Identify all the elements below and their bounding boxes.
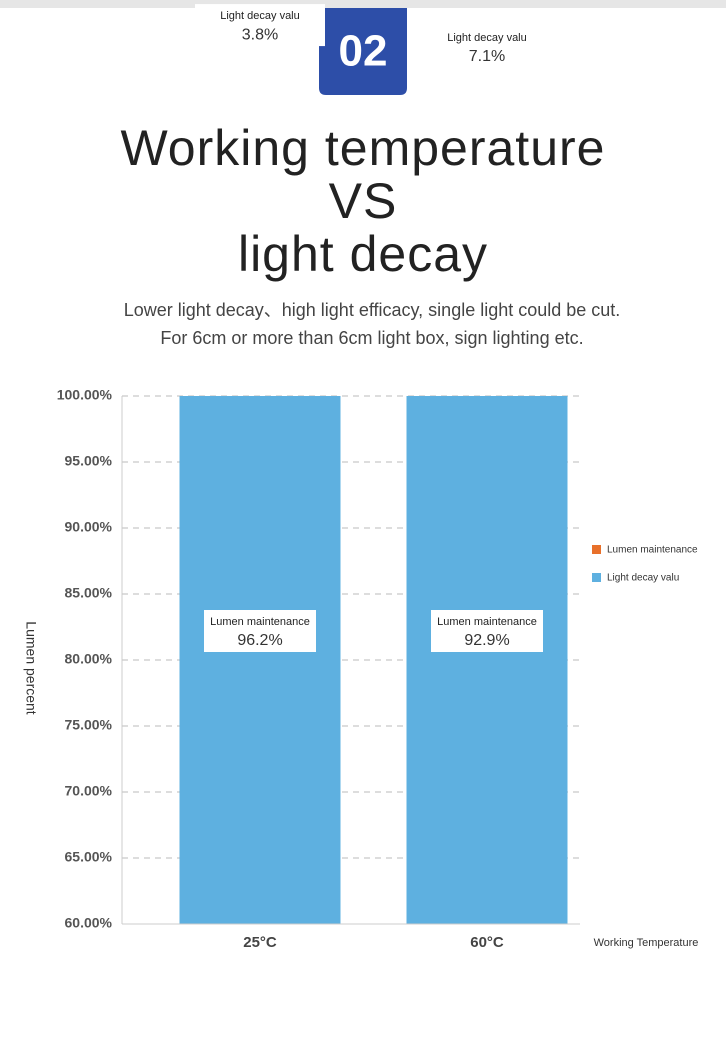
badge-text: 02 — [339, 27, 388, 76]
bar-segment — [406, 396, 568, 924]
title-line: Working temperature — [121, 120, 606, 176]
x-tick-label: 60°C — [470, 934, 504, 951]
value-label-box — [431, 610, 543, 652]
y-tick-label: 100.00% — [57, 387, 113, 403]
badge — [319, 8, 407, 95]
y-tick-label: 95.00% — [65, 453, 113, 469]
value-label-name: Lumen maintenance — [437, 616, 537, 628]
value-label-box — [204, 610, 316, 652]
value-label-name: Light decay valu — [220, 10, 300, 22]
y-tick-label: 60.00% — [65, 915, 113, 931]
value-label-box — [422, 25, 552, 68]
subtitle-line: Lower light decay、high light efficacy, s… — [124, 300, 621, 320]
y-tick-label: 70.00% — [65, 783, 113, 799]
y-tick-label: 85.00% — [65, 585, 113, 601]
y-axis-title: Lumen percent — [23, 621, 39, 715]
x-axis-title: Working Temperature — [594, 937, 699, 949]
top-strip — [0, 0, 726, 8]
title-line: VS — [329, 173, 398, 229]
subtitle-line: For 6cm or more than 6cm light box, sign… — [160, 328, 583, 348]
y-tick-label: 80.00% — [65, 651, 113, 667]
bar-segment — [179, 396, 341, 924]
x-tick-label: 25°C — [243, 934, 277, 951]
title-line: light decay — [238, 226, 488, 282]
value-label-box — [195, 4, 325, 47]
legend-swatch — [592, 573, 601, 582]
y-tick-label: 65.00% — [65, 849, 113, 865]
y-tick-label: 90.00% — [65, 519, 113, 535]
value-label: 96.2% — [237, 632, 282, 649]
value-label-name: Lumen maintenance — [210, 616, 310, 628]
value-label: 7.1% — [469, 48, 505, 65]
legend-label: Light decay valu — [607, 573, 679, 584]
value-label: 92.9% — [464, 632, 509, 649]
legend-label: Lumen maintenance — [607, 545, 698, 556]
value-label-name: Light decay valu — [447, 32, 527, 44]
legend-swatch — [592, 545, 601, 554]
y-tick-label: 75.00% — [65, 717, 113, 733]
value-label: 3.8% — [242, 26, 278, 43]
